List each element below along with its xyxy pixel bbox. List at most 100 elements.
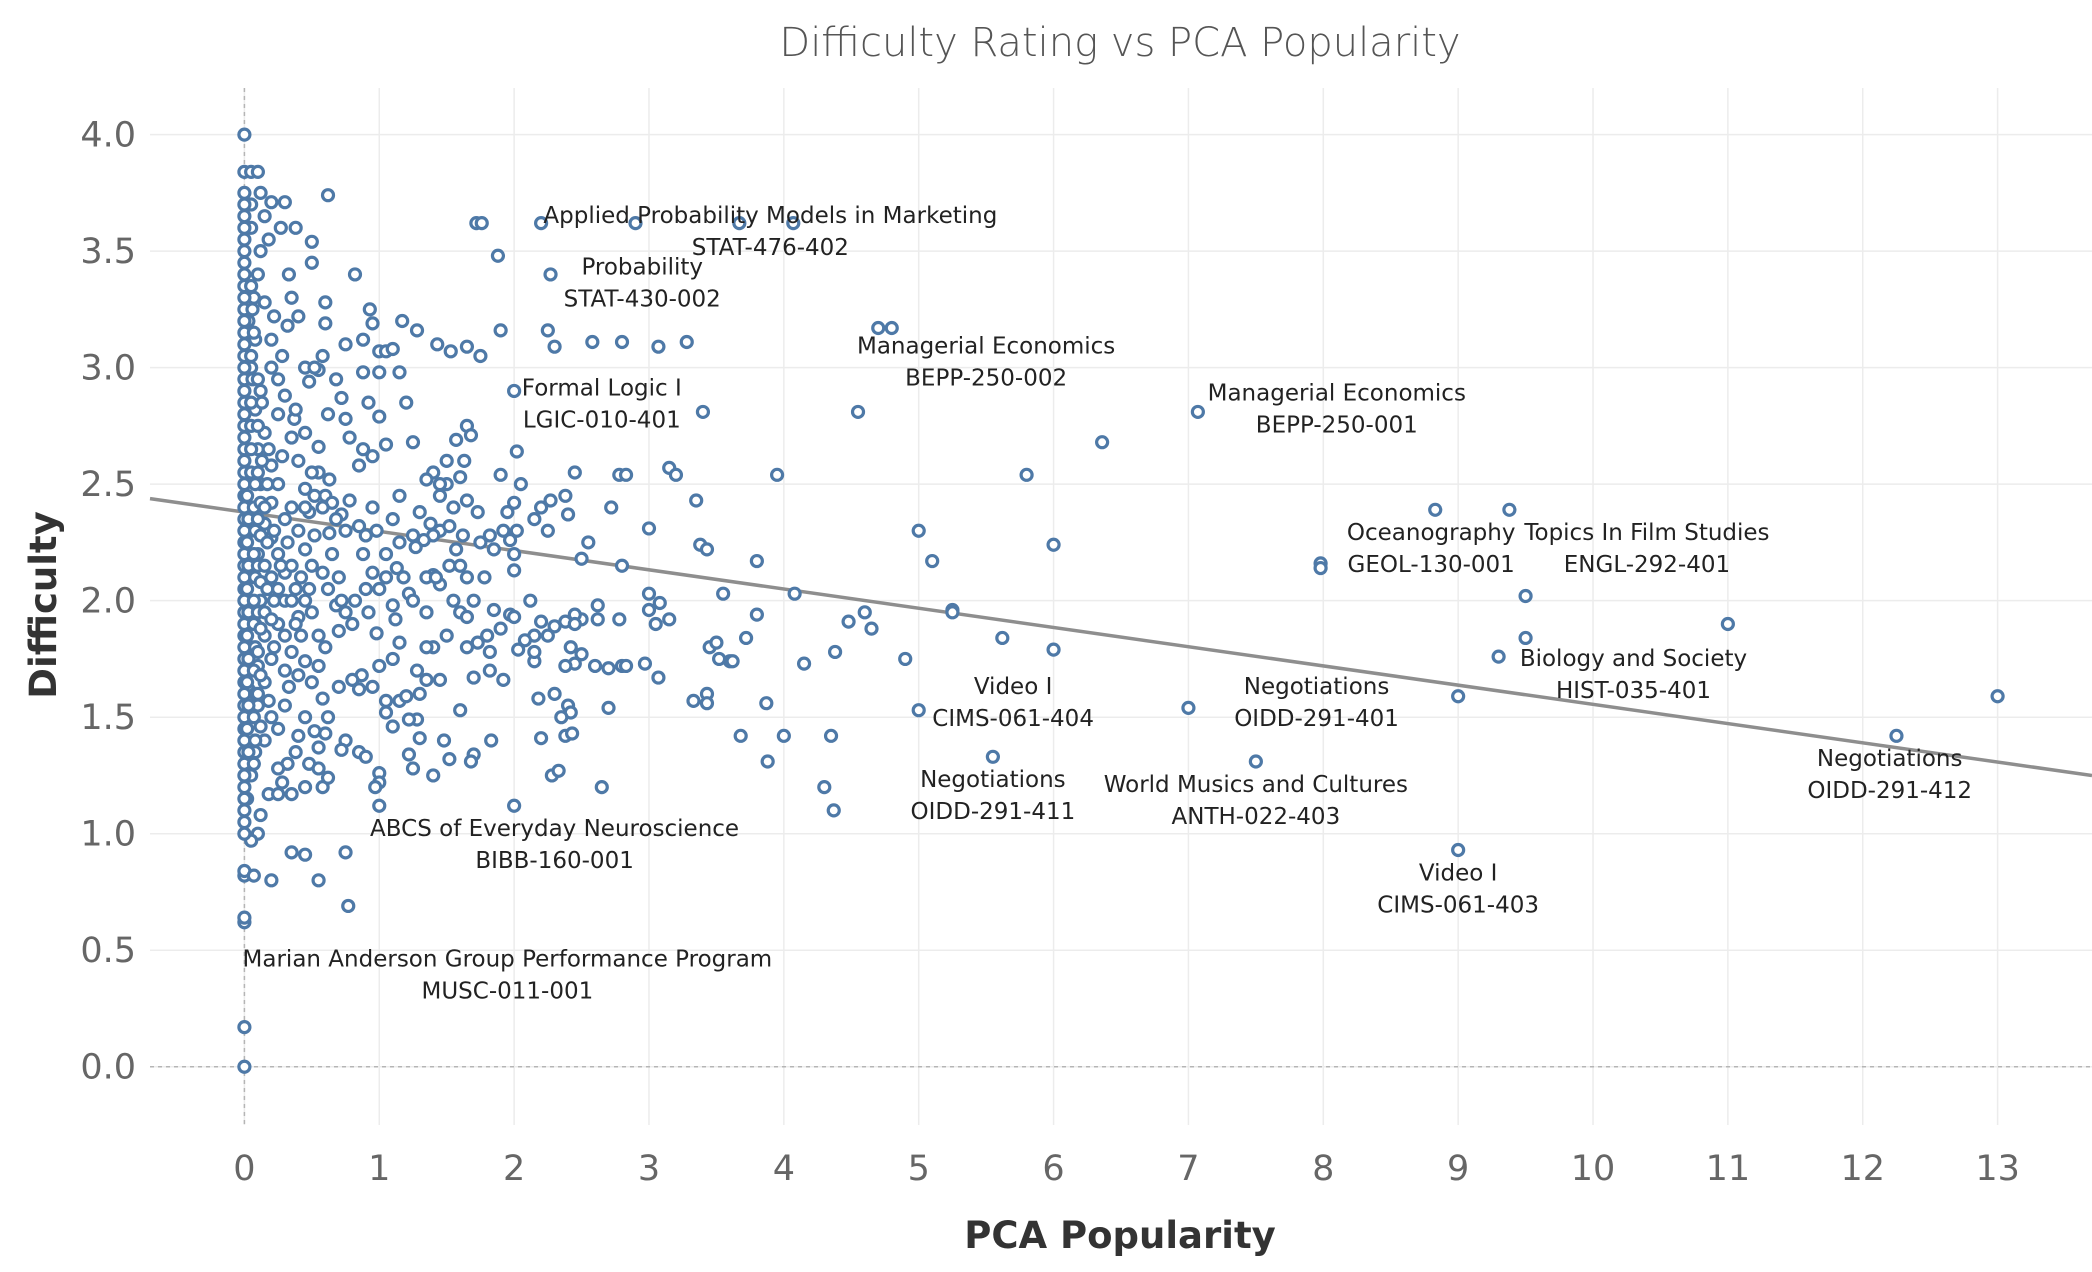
data-point[interactable] bbox=[419, 672, 434, 688]
data-point[interactable] bbox=[288, 581, 303, 597]
data-point[interactable] bbox=[315, 691, 330, 706]
data-point[interactable] bbox=[271, 786, 286, 802]
data-point[interactable] bbox=[1019, 467, 1034, 482]
data-point[interactable] bbox=[1502, 502, 1517, 517]
data-point[interactable] bbox=[246, 325, 261, 340]
data-point[interactable] bbox=[297, 780, 313, 795]
data-point[interactable] bbox=[237, 791, 252, 806]
data-point[interactable] bbox=[509, 523, 524, 538]
data-point[interactable] bbox=[250, 418, 265, 433]
data-point[interactable] bbox=[493, 323, 508, 338]
data-point[interactable] bbox=[484, 733, 499, 748]
data-point[interactable] bbox=[369, 523, 384, 538]
data-point[interactable] bbox=[385, 341, 400, 357]
data-point[interactable] bbox=[284, 290, 299, 305]
data-point[interactable] bbox=[275, 348, 290, 364]
data-point[interactable] bbox=[612, 612, 627, 627]
data-point[interactable] bbox=[257, 209, 272, 224]
data-point[interactable] bbox=[817, 780, 832, 795]
data-point[interactable] bbox=[264, 873, 279, 888]
data-point[interactable] bbox=[257, 500, 272, 515]
data-point[interactable] bbox=[237, 232, 252, 247]
data-point[interactable] bbox=[738, 630, 754, 646]
data-point[interactable] bbox=[442, 752, 457, 767]
data-point[interactable] bbox=[351, 682, 367, 697]
data-point[interactable] bbox=[318, 295, 333, 310]
data-point[interactable] bbox=[237, 360, 252, 375]
data-point[interactable] bbox=[509, 444, 524, 459]
data-point[interactable] bbox=[369, 626, 384, 641]
data-point[interactable] bbox=[362, 302, 377, 317]
data-point[interactable] bbox=[725, 654, 740, 669]
data-point[interactable] bbox=[307, 528, 322, 543]
data-point[interactable] bbox=[338, 411, 353, 427]
data-point[interactable] bbox=[1518, 588, 1533, 604]
data-point[interactable] bbox=[637, 656, 653, 671]
data-point[interactable] bbox=[442, 519, 457, 534]
data-point[interactable] bbox=[453, 558, 468, 573]
data-point[interactable] bbox=[507, 495, 522, 510]
data-point[interactable] bbox=[254, 395, 270, 410]
data-point[interactable] bbox=[567, 465, 582, 480]
data-point[interactable] bbox=[277, 388, 292, 403]
data-point[interactable] bbox=[679, 334, 694, 350]
data-point[interactable] bbox=[355, 365, 371, 380]
data-point[interactable] bbox=[732, 216, 747, 231]
data-point[interactable] bbox=[405, 435, 421, 450]
data-point[interactable] bbox=[463, 754, 479, 769]
data-point[interactable] bbox=[320, 770, 336, 785]
data-point[interactable] bbox=[342, 493, 357, 508]
data-point[interactable] bbox=[412, 731, 427, 746]
data-point[interactable] bbox=[1491, 649, 1506, 664]
data-point[interactable] bbox=[473, 535, 488, 550]
data-point[interactable] bbox=[250, 465, 265, 480]
data-point[interactable] bbox=[253, 185, 268, 200]
data-point[interactable] bbox=[432, 477, 448, 492]
data-point[interactable] bbox=[392, 488, 407, 503]
data-point[interactable] bbox=[540, 323, 555, 338]
data-point[interactable] bbox=[385, 512, 400, 527]
data-point[interactable] bbox=[533, 500, 549, 515]
data-point[interactable] bbox=[439, 628, 454, 643]
data-point[interactable] bbox=[925, 553, 940, 569]
data-point[interactable] bbox=[253, 668, 268, 683]
data-point[interactable] bbox=[372, 658, 387, 674]
data-point[interactable] bbox=[311, 628, 326, 643]
data-point[interactable] bbox=[527, 512, 542, 527]
data-point[interactable] bbox=[304, 605, 319, 620]
data-point[interactable] bbox=[733, 728, 748, 743]
data-point[interactable] bbox=[288, 220, 303, 235]
data-point[interactable] bbox=[378, 437, 394, 452]
data-point[interactable] bbox=[253, 383, 268, 399]
data-point[interactable] bbox=[307, 360, 322, 375]
data-point[interactable] bbox=[260, 535, 275, 550]
data-point[interactable] bbox=[392, 635, 407, 650]
data-point[interactable] bbox=[716, 586, 731, 601]
data-point[interactable] bbox=[277, 698, 292, 713]
data-point[interactable] bbox=[652, 595, 667, 611]
data-point[interactable] bbox=[288, 745, 303, 760]
data-point[interactable] bbox=[277, 663, 292, 678]
data-point[interactable] bbox=[533, 614, 549, 629]
data-point[interactable] bbox=[449, 432, 464, 447]
data-point[interactable] bbox=[474, 216, 489, 231]
data-point[interactable] bbox=[507, 383, 522, 399]
data-point[interactable] bbox=[311, 761, 326, 776]
data-point[interactable] bbox=[401, 712, 417, 727]
data-point[interactable] bbox=[342, 430, 357, 445]
data-point[interactable] bbox=[995, 630, 1010, 646]
data-point[interactable] bbox=[257, 558, 272, 573]
data-point[interactable] bbox=[241, 698, 256, 713]
data-point[interactable] bbox=[459, 493, 475, 508]
data-point[interactable] bbox=[237, 197, 252, 212]
data-point[interactable] bbox=[430, 337, 445, 352]
data-point[interactable] bbox=[493, 621, 508, 636]
data-point[interactable] bbox=[245, 302, 260, 317]
data-point[interactable] bbox=[389, 560, 404, 576]
data-point[interactable] bbox=[378, 546, 394, 562]
data-point[interactable] bbox=[439, 453, 454, 468]
data-point[interactable] bbox=[776, 728, 791, 743]
data-point[interactable] bbox=[275, 449, 290, 464]
data-point[interactable] bbox=[1889, 728, 1904, 743]
data-point[interactable] bbox=[307, 724, 322, 739]
